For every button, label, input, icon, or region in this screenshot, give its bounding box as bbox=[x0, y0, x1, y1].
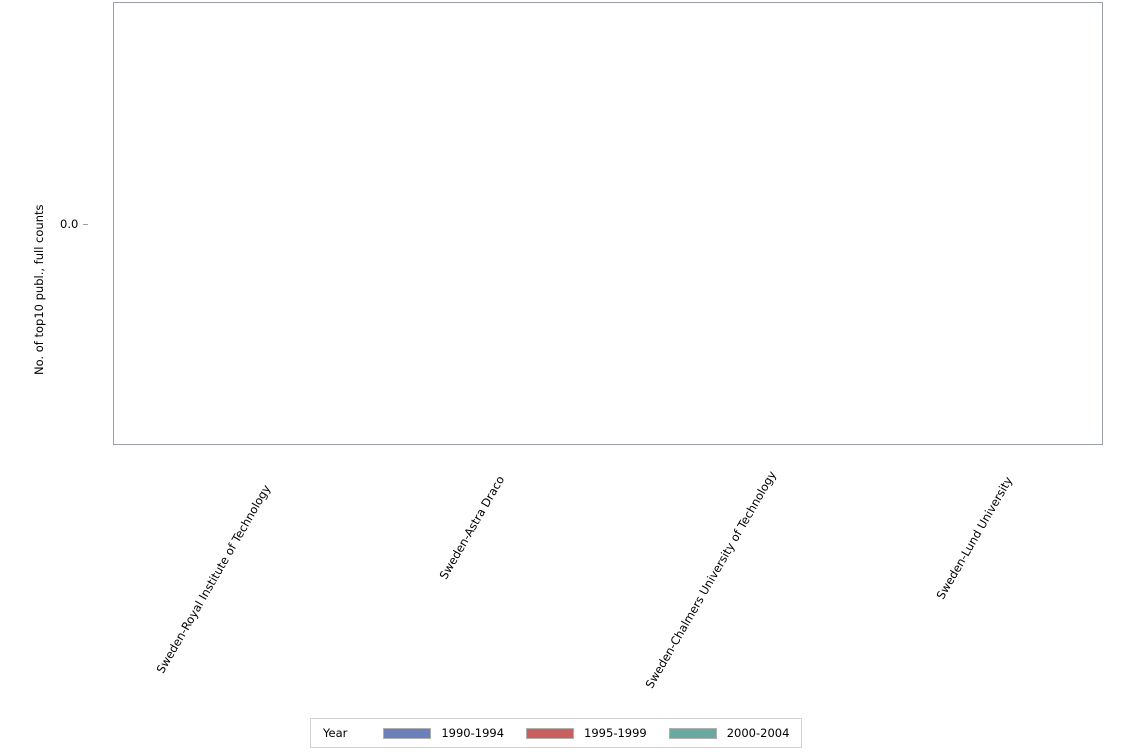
y-axis-tick: 0.0 bbox=[60, 217, 89, 231]
y-axis-tick-label: 0.0 bbox=[60, 217, 79, 231]
plot-area bbox=[113, 2, 1103, 445]
y-axis-label: No. of top10 publ., full counts bbox=[32, 204, 46, 376]
legend-label-2000-2004: 2000-2004 bbox=[726, 726, 790, 740]
x-axis-tick-label-3: Sweden-Lund University bbox=[933, 474, 1016, 602]
legend-entry-1995-1999[interactable]: 1995-1999 bbox=[526, 726, 647, 740]
legend-title: Year bbox=[323, 726, 348, 740]
x-axis-tick-label-1: Sweden-Astra Draco bbox=[436, 473, 508, 582]
chart-legend: Year 1990-1994 1995-1999 2000-2004 bbox=[310, 718, 803, 748]
legend-swatch-icon-1995-1999 bbox=[526, 727, 575, 739]
legend-swatch-icon-1990-1994 bbox=[383, 727, 432, 739]
legend-entry-2000-2004[interactable]: 2000-2004 bbox=[668, 726, 790, 740]
legend-swatch-icon-2000-2004 bbox=[668, 727, 717, 739]
y-axis-tick-mark bbox=[83, 223, 89, 225]
legend-label-1990-1994: 1990-1994 bbox=[441, 726, 505, 740]
x-axis-tick-label-2: Sweden-Chalmers University of Technology bbox=[642, 468, 779, 691]
x-axis-tick-label-0: Sweden-Royal Institute of Technology bbox=[153, 482, 274, 676]
legend-label-1995-1999: 1995-1999 bbox=[584, 726, 647, 740]
legend-entry-1990-1994[interactable]: 1990-1994 bbox=[383, 726, 504, 740]
